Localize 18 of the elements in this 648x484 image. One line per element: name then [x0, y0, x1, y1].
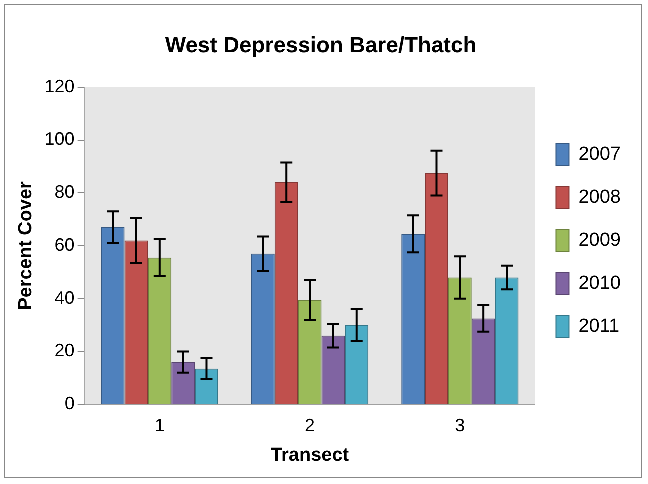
- x-tick-label: 2: [305, 415, 316, 436]
- legend-label: 2009: [578, 230, 622, 252]
- chart-title: West Depression Bare/Thatch: [165, 32, 477, 58]
- y-axis-title: Percent Cover: [16, 180, 37, 310]
- x-axis-title: Transect: [270, 444, 350, 466]
- y-tick-label: 40: [54, 288, 75, 308]
- y-tick-label: 0: [64, 394, 75, 414]
- legend-label: 2007: [578, 144, 622, 166]
- x-tick-label: 3: [455, 415, 466, 436]
- y-tick-label: 80: [54, 182, 75, 202]
- legend-label: 2010: [578, 273, 622, 294]
- y-tick-label: 60: [54, 234, 75, 255]
- x-tick-label: 1: [154, 415, 165, 436]
- legend-label: 2008: [578, 187, 622, 208]
- y-tick-label: 120: [44, 76, 75, 96]
- legend-label: 2011: [578, 316, 620, 338]
- y-tick-label: 20: [54, 340, 75, 361]
- y-tick-label: 100: [44, 129, 75, 150]
